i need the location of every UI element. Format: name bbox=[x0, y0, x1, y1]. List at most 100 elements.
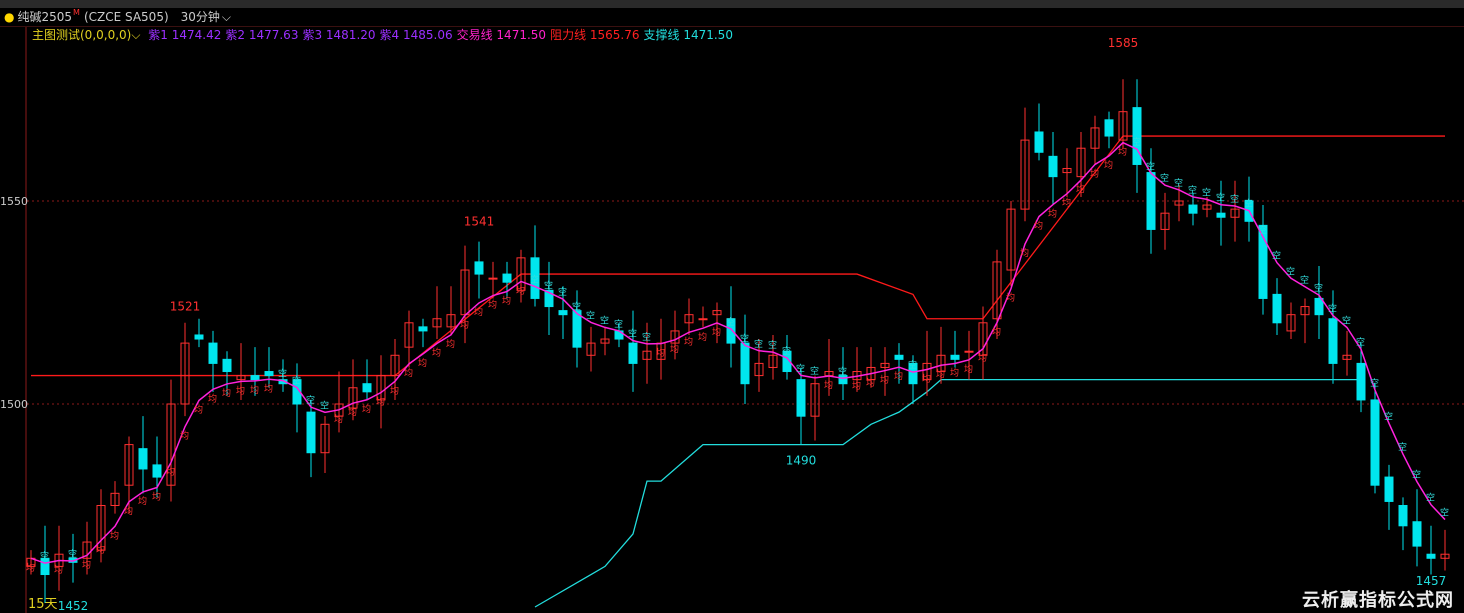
marker-down: 空 bbox=[1230, 193, 1239, 205]
candle-body bbox=[236, 375, 246, 381]
marker-down: 空 bbox=[726, 316, 735, 328]
marker-down: 空 bbox=[782, 345, 791, 357]
candle-body bbox=[1286, 314, 1296, 332]
legend-item: 阻力线 1565.76 bbox=[550, 28, 640, 42]
marker-up: 均 bbox=[446, 338, 455, 350]
price-annotation: 1585 bbox=[1108, 36, 1139, 50]
candle-body bbox=[740, 342, 750, 385]
candle-body bbox=[1090, 127, 1100, 149]
marker-up: 均 bbox=[362, 403, 371, 415]
marker-up: 均 bbox=[488, 299, 497, 311]
indicator-name[interactable]: 主图测试(0,0,0,0) bbox=[32, 28, 132, 42]
candle-body bbox=[1174, 200, 1184, 206]
marker-up: 均 bbox=[922, 373, 931, 385]
candle-body bbox=[1370, 399, 1380, 486]
candle-body bbox=[1258, 224, 1268, 299]
support-line bbox=[534, 378, 1361, 608]
marker-up: 均 bbox=[516, 284, 525, 296]
marker-up: 均 bbox=[222, 387, 231, 399]
marker-down: 空 bbox=[1300, 274, 1309, 286]
candle-body bbox=[1314, 297, 1324, 316]
candle-body bbox=[348, 387, 358, 409]
marker-up: 均 bbox=[936, 368, 945, 380]
marker-up: 均 bbox=[152, 490, 161, 502]
marker-up: 均 bbox=[950, 366, 959, 378]
marker-down: 空 bbox=[1440, 507, 1449, 519]
marker-down: 空 bbox=[1286, 265, 1295, 277]
candle-body bbox=[572, 310, 582, 348]
trade-line bbox=[30, 141, 1446, 564]
candle-body bbox=[194, 334, 204, 340]
marker-down: 空 bbox=[628, 328, 637, 340]
marker-down: 空 bbox=[768, 339, 777, 351]
candle-body bbox=[432, 318, 442, 328]
marker-up: 均 bbox=[348, 406, 357, 418]
marker-up: 均 bbox=[852, 379, 861, 391]
marker-up: 均 bbox=[26, 561, 35, 573]
marker-up: 均 bbox=[166, 465, 175, 477]
candle-body bbox=[1104, 119, 1114, 137]
marker-down: 空 bbox=[1258, 224, 1267, 236]
marker-down: 空 bbox=[68, 548, 77, 560]
marker-down: 空 bbox=[320, 399, 329, 411]
legend-item: 交易线 1471.50 bbox=[456, 28, 547, 42]
candle-body bbox=[1062, 168, 1072, 174]
marker-down: 空 bbox=[740, 332, 749, 344]
symbol-name[interactable]: 纯碱2505 bbox=[17, 10, 73, 24]
marker-up: 均 bbox=[474, 306, 483, 318]
chevron-down-icon[interactable]: ⌵ bbox=[221, 10, 232, 24]
candle-body bbox=[446, 314, 456, 328]
candle-body bbox=[1034, 131, 1044, 153]
marker-up: 均 bbox=[978, 352, 987, 364]
marker-down: 空 bbox=[838, 365, 847, 377]
marker-down: 空 bbox=[754, 338, 763, 350]
marker-up: 均 bbox=[138, 495, 147, 507]
marker-down: 空 bbox=[1328, 303, 1337, 315]
legend-item: 紫3 1481.20 bbox=[302, 28, 376, 42]
symbol-code: (CZCE SA505) bbox=[83, 10, 169, 24]
marker-up: 均 bbox=[866, 377, 875, 389]
marker-up: 均 bbox=[390, 384, 399, 396]
price-annotation: 1452 bbox=[58, 599, 89, 613]
candle-body bbox=[544, 289, 554, 308]
price-annotation: 1457 bbox=[1416, 574, 1447, 588]
period-selector[interactable]: 30分钟 bbox=[180, 10, 220, 24]
chevron-down-icon[interactable]: ⌵ bbox=[131, 28, 141, 42]
marker-up: 均 bbox=[124, 505, 133, 517]
indicator-legend: 主图测试(0,0,0,0)⌵ 紫1 1474.42 紫2 1477.63 紫3 14… bbox=[32, 27, 741, 43]
candle-body bbox=[166, 403, 176, 486]
marker-down: 空 bbox=[1146, 160, 1155, 172]
watermark: 云析赢指标公式网 bbox=[1302, 590, 1454, 611]
candle-body bbox=[908, 362, 918, 385]
candle-body bbox=[1342, 354, 1352, 360]
y-tick-label: 1550 bbox=[0, 195, 28, 208]
marker-up: 均 bbox=[404, 367, 413, 379]
marker-down: 空 bbox=[1426, 492, 1435, 504]
candle-body bbox=[1146, 172, 1156, 230]
marker-up: 均 bbox=[698, 331, 707, 343]
candle-body bbox=[936, 354, 946, 373]
candle-body bbox=[516, 257, 526, 291]
candle-body bbox=[1202, 204, 1212, 210]
marker-up: 均 bbox=[670, 343, 679, 355]
marker-up: 均 bbox=[656, 347, 665, 359]
marker-up: 均 bbox=[1006, 292, 1015, 304]
candle-body bbox=[418, 326, 428, 332]
candle-body bbox=[782, 350, 792, 373]
legend-item: 紫2 1477.63 bbox=[225, 28, 299, 42]
candle-body bbox=[152, 464, 162, 478]
candle-body bbox=[474, 261, 484, 275]
candle-body bbox=[124, 444, 134, 486]
marker-up: 均 bbox=[1034, 220, 1043, 232]
candle-body bbox=[1230, 208, 1240, 218]
resistance-line bbox=[31, 135, 1445, 377]
candle-body bbox=[1020, 139, 1030, 210]
candle-body bbox=[1272, 293, 1282, 324]
marker-down: 空 bbox=[572, 301, 581, 313]
marker-up: 均 bbox=[460, 318, 469, 330]
marker-up: 均 bbox=[1104, 159, 1113, 171]
legend-item: 支撑线 1471.50 bbox=[643, 28, 733, 42]
marker-down: 空 bbox=[1132, 136, 1141, 148]
candle-body bbox=[712, 310, 722, 316]
